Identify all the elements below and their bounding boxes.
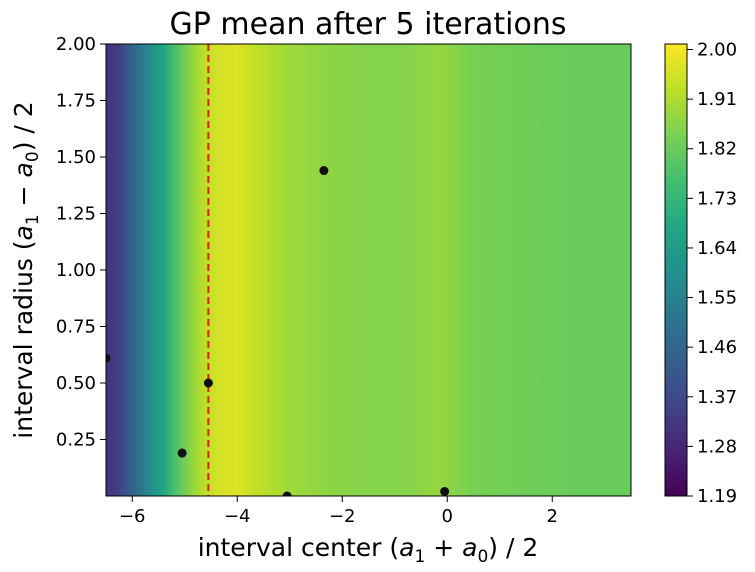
colorbar-tick-label-8: 1.91 xyxy=(697,89,737,110)
observation-points xyxy=(106,166,450,496)
y-axis-label: interval radius (a1 − a0) / 2 xyxy=(9,101,43,438)
colorbar-tick-label-4: 1.55 xyxy=(697,288,737,309)
observation-point-1 xyxy=(106,353,111,363)
y-tick-label-6: 1.75 xyxy=(56,91,96,112)
colorbar: 1.19 1.28 1.37 1.46 1.55 1.64 1.73 1.82 1.91 2.00 xyxy=(664,40,737,507)
colorbar-tick-label-3: 1.46 xyxy=(697,337,737,358)
plot-area xyxy=(106,44,631,496)
colorbar-tick-label-5: 1.64 xyxy=(697,238,737,259)
x-tick-label-3: 0 xyxy=(442,506,453,527)
y-tick-label-5: 1.50 xyxy=(56,147,96,168)
colorbar-ticks: 1.19 1.28 1.37 1.46 1.55 1.64 1.73 1.82 1.91 2.00 xyxy=(687,40,737,507)
y-tick-label-7: 2.00 xyxy=(56,34,96,55)
x-axis-label: interval center (a1 + a0) / 2 xyxy=(198,533,539,567)
colorbar-tick-label-0: 1.19 xyxy=(697,486,737,507)
observation-point-2 xyxy=(177,448,187,458)
colorbar-tick-label-6: 1.73 xyxy=(697,188,737,209)
observation-point-3 xyxy=(203,378,213,388)
colorbar-tick-label-7: 1.82 xyxy=(697,139,737,160)
colorbar-tick-label-1: 1.28 xyxy=(697,436,737,457)
observation-point-6 xyxy=(440,486,450,496)
y-axis-ticks: 0.25 0.50 0.75 1.00 1.25 1.50 1.75 2.00 xyxy=(56,34,106,451)
x-axis-ticks: −6 −4 −2 0 2 xyxy=(119,496,558,527)
observation-point-5 xyxy=(319,166,329,176)
y-tick-label-2: 0.75 xyxy=(56,317,96,338)
colorbar-tick-label-9: 2.00 xyxy=(697,40,737,61)
y-tick-label-0: 0.25 xyxy=(56,430,96,451)
x-tick-label-4: 2 xyxy=(547,506,558,527)
colorbar-scale xyxy=(664,43,688,497)
y-tick-label-3: 1.00 xyxy=(56,260,96,281)
y-tick-label-4: 1.25 xyxy=(56,204,96,225)
chart-title: GP mean after 5 iterations xyxy=(170,7,567,42)
x-tick-label-1: −4 xyxy=(224,506,251,527)
colorbar-tick-label-2: 1.37 xyxy=(697,387,737,408)
x-tick-label-0: −6 xyxy=(119,506,146,527)
observation-point-4 xyxy=(282,491,292,496)
y-tick-label-1: 0.50 xyxy=(56,373,96,394)
x-tick-label-2: −2 xyxy=(329,506,356,527)
heatmap-field xyxy=(106,44,631,496)
